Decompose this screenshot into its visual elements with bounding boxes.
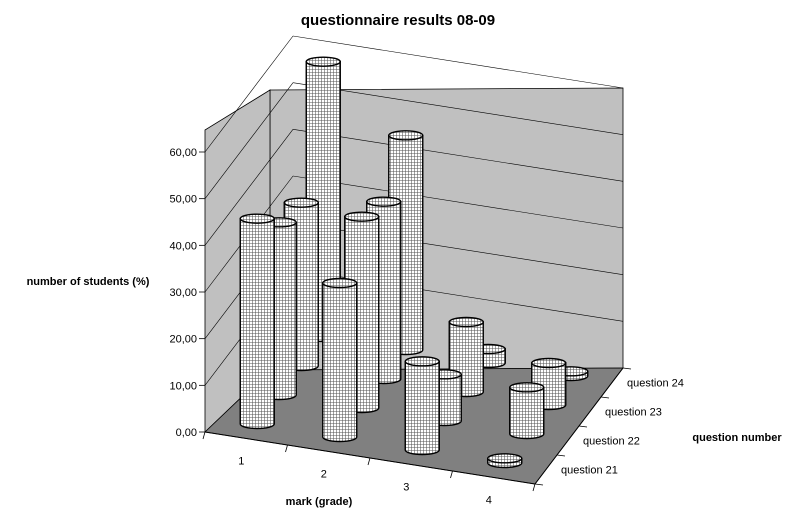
y-tick-label: 20,00 xyxy=(169,334,197,346)
bar-top xyxy=(344,211,380,222)
depth-tick-mark xyxy=(534,483,544,486)
depth-tick-label: question 23 xyxy=(605,407,662,419)
bar-top xyxy=(305,56,341,67)
depth-tick-label: question 22 xyxy=(583,436,640,448)
y-axis-label: number of students (%) xyxy=(27,276,150,288)
depth-tick-mark xyxy=(600,396,610,399)
bar-top xyxy=(448,316,484,328)
x-tick-mark xyxy=(285,444,288,453)
y-tick-label: 0,00 xyxy=(176,427,197,439)
gridline-side xyxy=(204,35,294,153)
bar-top xyxy=(366,196,402,207)
bar-body xyxy=(239,217,275,430)
gridline-back xyxy=(292,129,624,182)
x-tick-label: 3 xyxy=(403,482,409,494)
bar-top xyxy=(388,130,424,141)
depth-tick-mark xyxy=(556,454,566,457)
y-tick-label: 60,00 xyxy=(169,147,197,159)
x-tick-label: 1 xyxy=(238,456,244,468)
x-tick-mark xyxy=(450,470,453,479)
x-tick-mark xyxy=(532,483,536,492)
bar-top xyxy=(239,213,275,224)
gridline-side xyxy=(204,129,294,246)
gridline-back xyxy=(292,35,624,89)
bar-top xyxy=(322,277,358,289)
depth-tick-label: question 24 xyxy=(627,378,684,390)
y-tick-label: 40,00 xyxy=(169,240,197,252)
bar-top xyxy=(283,197,319,208)
gridline-side xyxy=(204,82,294,199)
bar-body xyxy=(509,386,545,440)
x-axis-label: mark (grade) xyxy=(286,496,353,508)
bar xyxy=(322,277,358,443)
y-tick-label: 30,00 xyxy=(169,287,197,299)
bar-top xyxy=(487,453,523,464)
depth-axis-label: question number xyxy=(692,432,782,444)
bar-top xyxy=(404,356,440,367)
bar-body xyxy=(322,282,358,443)
gridline-back xyxy=(292,82,624,135)
chart-title: questionnaire results 08-09 xyxy=(301,12,495,29)
x-axis-ticks: 1 2 3 4 xyxy=(202,431,536,507)
x-tick-mark xyxy=(202,431,206,440)
bar-top xyxy=(531,357,567,369)
bar-top xyxy=(509,382,545,393)
depth-axis-ticks: question 21 question 22 question 23 questio… xyxy=(534,367,684,486)
gridline-back xyxy=(292,175,624,229)
bar-body xyxy=(404,360,440,456)
bar xyxy=(487,453,523,469)
x-tick-label: 2 xyxy=(321,469,327,481)
depth-tick-mark xyxy=(622,367,632,370)
y-tick-label: 50,00 xyxy=(169,194,197,206)
y-tick-label: 10,00 xyxy=(169,380,197,392)
depth-tick-mark xyxy=(578,425,588,428)
x-tick-mark xyxy=(367,457,371,466)
bar xyxy=(404,356,440,456)
y-axis-ticks: 0,00 10,00 20,00 30,00 40,00 50,00 60,00 xyxy=(169,147,205,439)
bar xyxy=(509,382,545,440)
depth-tick-label: question 21 xyxy=(561,465,618,477)
bars xyxy=(239,56,589,469)
bar xyxy=(239,213,275,430)
x-tick-label: 4 xyxy=(486,495,492,507)
